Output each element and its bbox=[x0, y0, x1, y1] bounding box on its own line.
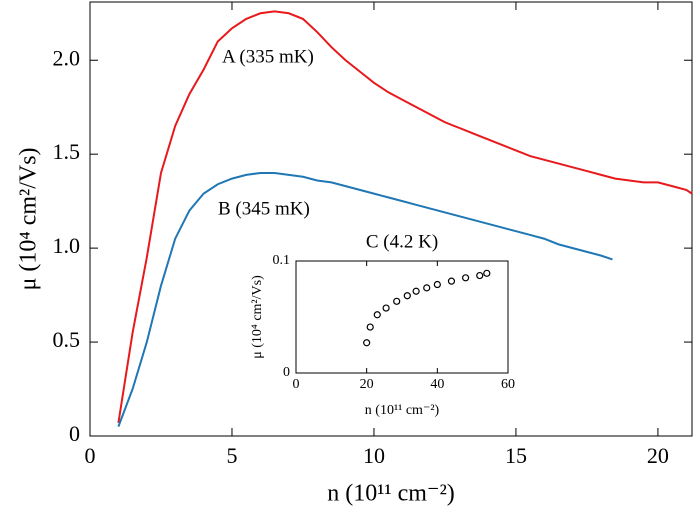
data-point bbox=[363, 339, 371, 347]
y-axis-label: μ (10⁴ cm²/Vs) bbox=[250, 275, 265, 359]
y-tick-label: 2.0 bbox=[53, 45, 81, 70]
x-tick-label: 5 bbox=[226, 443, 237, 468]
data-line bbox=[117, 171, 613, 427]
data-point bbox=[412, 287, 420, 295]
data-point bbox=[403, 292, 411, 300]
data-point bbox=[373, 311, 381, 319]
x-tick-label: 15 bbox=[505, 443, 527, 468]
data-point bbox=[382, 304, 390, 312]
data-point bbox=[366, 323, 374, 331]
data-line bbox=[117, 10, 693, 424]
x-tick-label: 60 bbox=[501, 377, 515, 392]
series-label: A (335 mK) bbox=[222, 46, 314, 67]
x-tick-label: 40 bbox=[430, 377, 444, 392]
data-point bbox=[462, 274, 470, 282]
data-point bbox=[483, 269, 491, 277]
data-point bbox=[447, 277, 456, 285]
x-axis-label: n (10¹¹ cm⁻²) bbox=[327, 481, 455, 507]
y-tick-label: 0 bbox=[283, 365, 290, 380]
plot-frame bbox=[295, 260, 509, 374]
x-axis-label: n (10¹¹ cm⁻²) bbox=[365, 403, 440, 418]
data-point bbox=[393, 297, 401, 305]
x-tick-label: 20 bbox=[360, 377, 374, 392]
plot-frame bbox=[89, 1, 693, 437]
y-tick-label: 1.5 bbox=[53, 139, 81, 164]
data-point bbox=[476, 271, 484, 280]
x-tick-label: 20 bbox=[647, 443, 669, 468]
x-tick-label: 0 bbox=[85, 443, 96, 468]
y-tick-label: 0 bbox=[69, 421, 80, 446]
data-point bbox=[433, 280, 441, 289]
inset-title: C (4.2 K) bbox=[366, 231, 438, 252]
series-label: B (345 mK) bbox=[218, 198, 310, 219]
x-tick-label: 0 bbox=[293, 377, 300, 392]
x-tick-label: 10 bbox=[363, 443, 385, 468]
data-point bbox=[423, 284, 431, 292]
y-tick-label: 0.5 bbox=[53, 327, 81, 352]
y-axis-label: μ (10⁴ cm²/Vs) bbox=[16, 147, 42, 290]
y-tick-label: 1.0 bbox=[53, 233, 81, 258]
y-tick-label: 0.1 bbox=[273, 253, 291, 268]
